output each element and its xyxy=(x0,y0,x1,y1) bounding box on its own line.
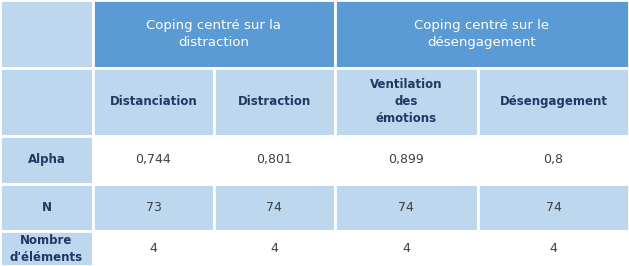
Bar xyxy=(93,68,214,136)
Text: 0,899: 0,899 xyxy=(389,153,424,166)
Bar xyxy=(335,0,629,68)
Text: Alpha: Alpha xyxy=(28,153,65,166)
Text: 4: 4 xyxy=(403,242,410,255)
Bar xyxy=(93,184,214,231)
Text: 4: 4 xyxy=(150,242,157,255)
Bar xyxy=(93,136,214,184)
Bar xyxy=(93,231,214,266)
Text: 74: 74 xyxy=(545,201,562,214)
Bar xyxy=(335,136,478,184)
Text: 4: 4 xyxy=(270,242,278,255)
Bar xyxy=(214,68,335,136)
Text: 74: 74 xyxy=(266,201,282,214)
Bar xyxy=(335,68,478,136)
Text: 74: 74 xyxy=(398,201,415,214)
Text: Distraction: Distraction xyxy=(238,95,311,108)
Text: 0,801: 0,801 xyxy=(256,153,292,166)
Bar xyxy=(478,68,629,136)
Text: 0,744: 0,744 xyxy=(136,153,171,166)
Text: 0,8: 0,8 xyxy=(543,153,564,166)
Text: Coping centré sur le
désengagement: Coping centré sur le désengagement xyxy=(415,19,549,49)
Bar xyxy=(214,136,335,184)
Text: 4: 4 xyxy=(550,242,557,255)
Bar xyxy=(0,136,93,184)
Text: Désengagement: Désengagement xyxy=(499,95,608,108)
Bar xyxy=(93,0,335,68)
Text: Coping centré sur la
distraction: Coping centré sur la distraction xyxy=(147,19,281,49)
Bar xyxy=(214,184,335,231)
Bar xyxy=(335,184,478,231)
Text: 73: 73 xyxy=(145,201,162,214)
Text: Ventilation
des
émotions: Ventilation des émotions xyxy=(370,78,443,125)
Text: Distanciation: Distanciation xyxy=(109,95,198,108)
Bar xyxy=(478,231,629,266)
Bar xyxy=(0,68,93,136)
Bar xyxy=(214,231,335,266)
Text: N: N xyxy=(42,201,52,214)
Bar xyxy=(0,0,93,68)
Bar xyxy=(0,231,93,266)
Bar xyxy=(0,184,93,231)
Bar xyxy=(478,184,629,231)
Text: Nombre
d'éléments: Nombre d'éléments xyxy=(10,234,83,264)
Bar xyxy=(478,136,629,184)
Bar xyxy=(335,231,478,266)
